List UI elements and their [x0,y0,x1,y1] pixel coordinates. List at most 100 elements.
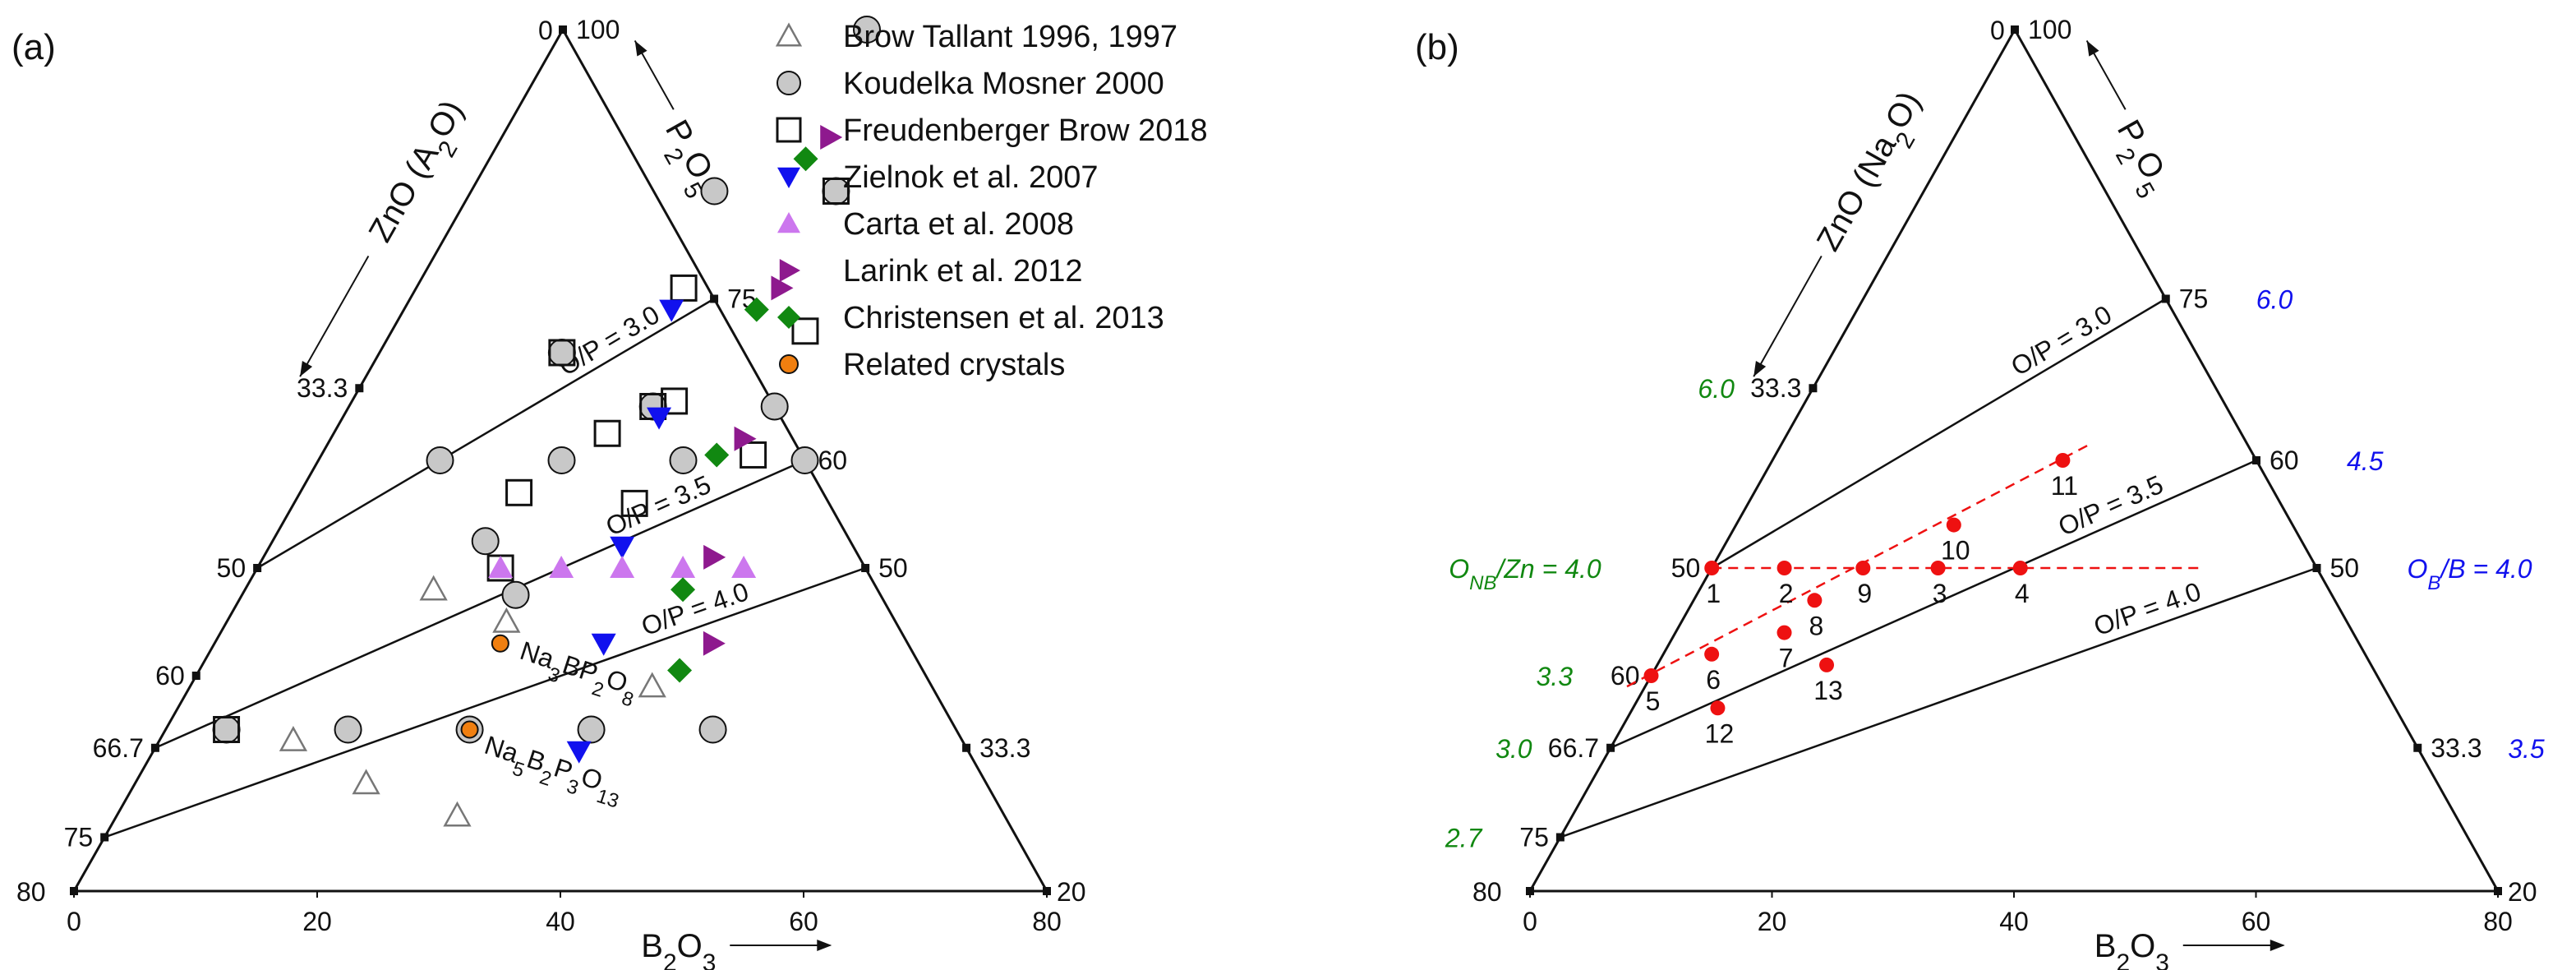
sample-point [1946,517,1961,533]
op-line-label: O/P = 4.0 [2090,576,2205,641]
sample-label: 13 [1813,676,1843,705]
sample-label: 9 [1857,579,1872,608]
legend-marker [779,259,800,282]
data-point [610,536,635,559]
op-line [104,566,866,838]
bottom-tick-label: 80 [1032,907,1062,936]
op-line-label: O/P = 3.0 [2006,299,2117,381]
data-point [670,556,696,578]
left-tick-mark [355,384,364,393]
legend-marker [777,306,800,329]
data-point [647,407,672,430]
right-tick-label: 33.3 [979,733,1030,763]
left-tick-label: 80 [1472,877,1502,907]
sample-point [1855,561,1871,575]
sample-label: 7 [1779,644,1794,673]
op-line [1711,298,2167,570]
data-point [703,630,726,656]
data-point [610,556,635,578]
bottom-tick-label: 60 [2242,907,2271,936]
right-tick-label: 20 [1057,877,1086,907]
left-axis-name: ZnO (A2O) [362,95,482,254]
sample-label: 2 [1779,579,1794,608]
panel-label: (a) [12,27,56,67]
data-point [505,478,533,506]
data-point [279,726,308,751]
data-point [591,633,616,656]
data-point [703,544,726,570]
data-point [577,715,606,744]
data-point [670,274,698,302]
right-tick-mark [962,743,971,752]
data-point [822,178,850,205]
sample-point [1807,593,1823,608]
sample-label: 4 [2015,579,2030,608]
left-axis-name: ZnO (Na2O) [1810,85,1938,263]
bottom-tick-label: 20 [302,907,332,936]
sample-point [2055,453,2071,468]
left-scale-value: 2.7 [1445,824,1483,853]
left-axis-arrowhead [300,361,313,377]
left-tick-label: 75 [1519,823,1549,852]
left-tick-label: 60 [1611,661,1640,691]
right-tick-label: 60 [2270,446,2299,475]
bottom-tick-label: 80 [2483,907,2513,936]
data-point [501,580,530,609]
left-tick-label: 80 [16,877,46,907]
legend-marker [776,117,802,143]
left-tick-label: 50 [1671,553,1701,583]
right-tick-label: 75 [2179,284,2209,314]
left-axis-arrow [299,255,370,377]
sample-point [1776,561,1792,575]
left-tick-label: 75 [64,823,94,852]
data-point [661,387,689,415]
left-scale-value: 3.0 [1495,734,1532,764]
data-point [740,441,767,469]
bottom-tick-label: 40 [1999,907,2029,936]
legend-entry: Brow Tallant 1996, 1997 [843,20,1177,54]
left-scale-value: 3.3 [1537,662,1574,691]
sample-label: 11 [2051,471,2078,501]
right-tick-label: 100 [576,15,620,44]
panel-label: (b) [1415,27,1459,67]
data-point [547,339,576,367]
data-point [426,446,454,474]
data-point [638,672,666,698]
data-point [669,446,698,474]
legend-entry: Freudenberger Brow 2018 [843,113,1208,148]
data-point [212,715,241,744]
bottom-axis-name: B2O3 [641,928,716,970]
legend-marker [776,71,801,95]
legend-entry: Zielnok et al. 2007 [843,160,1099,195]
op-line [154,459,806,749]
data-point [853,16,881,44]
right-tick-mark [559,25,567,34]
data-point [820,125,843,150]
data-point [547,446,576,474]
data-point [771,275,794,301]
data-point [734,426,757,451]
right-tick-label: 60 [818,446,848,475]
sample-point [1710,700,1726,716]
left-tick-label: 33.3 [1750,373,1801,403]
legend-entry: Christensen et al. 2013 [843,301,1164,335]
data-point [549,556,574,578]
data-point [744,297,769,322]
left-tick-label: 66.7 [1548,733,1599,763]
data-point [639,393,667,420]
sample-label: 10 [1941,536,1970,566]
left-tick-label: 0 [1990,16,2005,45]
right-tick-label: 100 [2028,15,2071,44]
legend-entry: Koudelka Mosner 2000 [843,67,1164,101]
right-axis-arrowhead [2086,40,2099,57]
op-line [256,298,715,570]
dashed-guide-line [1626,443,2091,688]
bottom-axis-arrowhead [817,940,832,951]
right-tick-label: 50 [878,553,908,583]
data-point [443,801,472,827]
legend-entry: Related crystals [843,348,1065,382]
op-line [1610,459,2257,749]
op-line [1560,566,2317,838]
bottom-tick-label: 40 [546,907,575,936]
